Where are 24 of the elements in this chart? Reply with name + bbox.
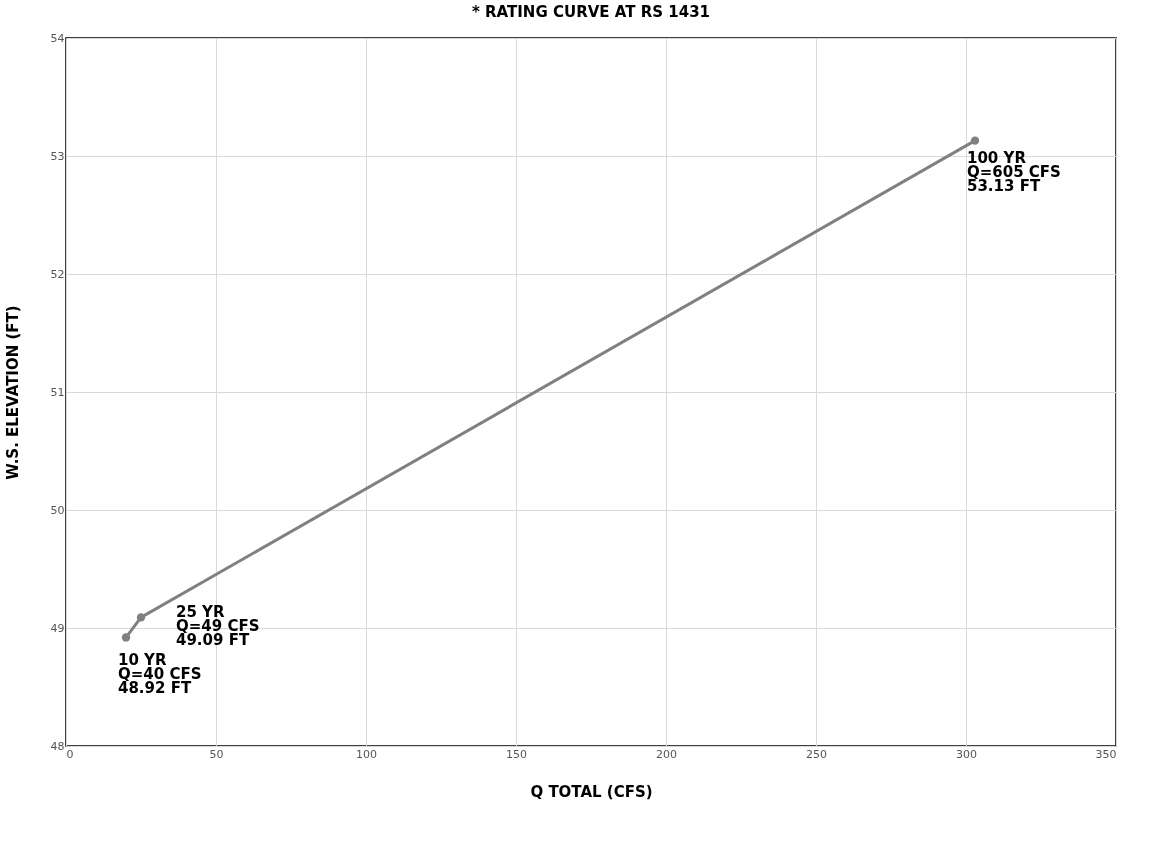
annotation: 10 YR Q=40 CFS 48.92 FT: [118, 651, 202, 698]
y-tick-label: 49: [50, 621, 65, 635]
x-axis-title: Q TOTAL (CFS): [530, 782, 653, 801]
x-tick-label: 300: [956, 747, 977, 761]
annotation: 25 YR Q=49 CFS 49.09 FT: [176, 603, 260, 650]
point: [970, 136, 980, 145]
x-tick-label: 200: [656, 747, 677, 761]
x-tick-label: 250: [806, 747, 827, 761]
y-tick-label: 51: [50, 385, 65, 399]
x-tick-label: 100: [356, 747, 377, 761]
y-tick-label: 52: [50, 267, 65, 281]
point: [121, 633, 131, 642]
y-tick-label: 54: [50, 31, 65, 45]
x-tick-label: 150: [506, 747, 527, 761]
y-axis-title: W.S. ELEVATION (FT): [3, 305, 22, 480]
point: [136, 613, 146, 622]
x-tick-label: 50: [209, 747, 224, 761]
y-tick-label: 48: [50, 739, 65, 753]
y-tick-label: 53: [50, 149, 65, 163]
x-tick-label: 350: [1095, 747, 1117, 761]
chart-title: * RATING CURVE AT RS 1431: [471, 3, 711, 21]
y-tick-label: 50: [50, 503, 65, 517]
annotation: 100 YR Q=605 CFS 53.13 FT: [967, 148, 1061, 195]
x-tick-label: 0: [66, 747, 74, 761]
